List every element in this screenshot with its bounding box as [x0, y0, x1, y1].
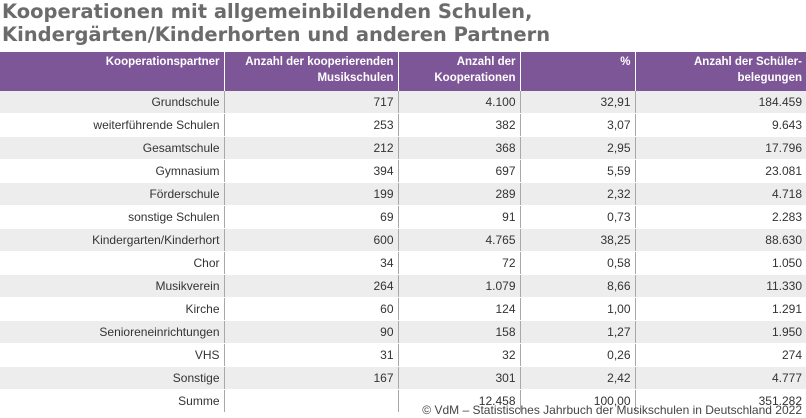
cell-partner: Grundschule	[0, 91, 224, 114]
table-row: Kindergarten/Kinderhort 600 4.765 38,25 …	[0, 228, 806, 252]
table-row: Grundschule 717 4.100 32,91 184.459	[0, 91, 806, 114]
column-header-cooperations: Anzahl der Kooperationen	[397, 52, 520, 91]
cell-cooperations: 368	[397, 136, 520, 160]
cell-music-schools: 199	[223, 182, 398, 206]
cell-cooperations: 72	[397, 251, 520, 275]
cell-cooperations: 12.458	[397, 389, 520, 412]
source-credit: © VdM – Statistisches Jahrbuch der Musik…	[422, 403, 802, 417]
cell-partner: Musikverein	[0, 274, 224, 298]
cell-partner: Gesamtschule	[0, 136, 224, 160]
column-header-percent: %	[519, 52, 635, 91]
cell-music-schools: 264	[223, 274, 398, 298]
cooperation-table: Kooperationspartner Anzahl der kooperier…	[0, 52, 806, 412]
cell-percent: 1,00	[519, 297, 635, 321]
cell-percent: 5,59	[519, 159, 635, 183]
cell-partner: Summe	[0, 389, 224, 412]
cell-partner: Sonstige	[0, 366, 224, 390]
cell-partner: Chor	[0, 251, 224, 275]
title-line-1: Kooperationen mit allgemeinbildenden Sch…	[2, 0, 533, 23]
cell-student-enrollments: 88.630	[634, 228, 806, 252]
table-row: Chor 34 72 0,58 1.050	[0, 251, 806, 275]
cell-student-enrollments: 4.777	[634, 366, 806, 390]
cell-student-enrollments: 274	[634, 343, 806, 367]
cell-music-schools: 394	[223, 159, 398, 183]
table-row: Musikverein 264 1.079 8,66 11.330	[0, 274, 806, 298]
cell-partner: weiterführende Schulen	[0, 113, 224, 137]
table-row: Gesamtschule 212 368 2,95 17.796	[0, 136, 806, 160]
column-header-student-enrollments: Anzahl der Schüler­belegungen	[634, 52, 806, 91]
cell-music-schools: 253	[223, 113, 398, 137]
cell-percent: 0,73	[519, 205, 635, 229]
cell-cooperations: 697	[397, 159, 520, 183]
table-header: Kooperationspartner Anzahl der kooperier…	[0, 52, 806, 91]
cell-cooperations: 158	[397, 320, 520, 344]
cell-percent: 2,42	[519, 366, 635, 390]
cell-music-schools	[223, 389, 398, 412]
page-title: Kooperationen mit allgemeinbildenden Sch…	[2, 0, 550, 46]
cell-cooperations: 382	[397, 113, 520, 137]
cell-student-enrollments: 1.050	[634, 251, 806, 275]
cell-music-schools: 717	[223, 91, 398, 114]
title-line-2: Kindergärten/Kinderhorten und anderen Pa…	[2, 23, 551, 46]
cell-student-enrollments: 184.459	[634, 91, 806, 114]
cell-cooperations: 289	[397, 182, 520, 206]
column-header-music-schools: Anzahl der kooperierenden Musikschulen	[223, 52, 398, 91]
cell-student-enrollments: 1.291	[634, 297, 806, 321]
table-body: Grundschule 717 4.100 32,91 184.459 weit…	[0, 91, 806, 412]
cell-cooperations: 4.100	[397, 91, 520, 114]
cell-student-enrollments: 23.081	[634, 159, 806, 183]
cell-partner: Gymnasium	[0, 159, 224, 183]
cell-student-enrollments: 351.282	[634, 389, 806, 412]
cell-cooperations: 32	[397, 343, 520, 367]
cell-student-enrollments: 9.643	[634, 113, 806, 137]
cell-cooperations: 1.079	[397, 274, 520, 298]
table-row: Gymnasium 394 697 5,59 23.081	[0, 159, 806, 183]
table-row: Senioreneinrichtungen 90 158 1,27 1.950	[0, 320, 806, 344]
cell-percent: 0,26	[519, 343, 635, 367]
cell-cooperations: 4.765	[397, 228, 520, 252]
table-row-total: Summe 12.458 100,00 351.282	[0, 389, 806, 412]
cell-percent: 3,07	[519, 113, 635, 137]
cell-student-enrollments: 2.283	[634, 205, 806, 229]
cell-music-schools: 90	[223, 320, 398, 344]
table-row: Förderschule 199 289 2,32 4.718	[0, 182, 806, 206]
cell-percent: 8,66	[519, 274, 635, 298]
cell-music-schools: 34	[223, 251, 398, 275]
header-row: Kooperationspartner Anzahl der kooperier…	[0, 52, 806, 91]
cell-partner: Förderschule	[0, 182, 224, 206]
cell-percent: 2,95	[519, 136, 635, 160]
cell-music-schools: 167	[223, 366, 398, 390]
cell-cooperations: 124	[397, 297, 520, 321]
cell-student-enrollments: 4.718	[634, 182, 806, 206]
cell-student-enrollments: 17.796	[634, 136, 806, 160]
cell-music-schools: 69	[223, 205, 398, 229]
cell-partner: VHS	[0, 343, 224, 367]
table-row: Kirche 60 124 1,00 1.291	[0, 297, 806, 321]
cell-student-enrollments: 11.330	[634, 274, 806, 298]
table-row: sonstige Schulen 69 91 0,73 2.283	[0, 205, 806, 229]
cell-percent: 38,25	[519, 228, 635, 252]
cell-music-schools: 600	[223, 228, 398, 252]
cell-cooperations: 91	[397, 205, 520, 229]
cell-music-schools: 60	[223, 297, 398, 321]
table-row: VHS 31 32 0,26 274	[0, 343, 806, 367]
table-row: weiterführende Schulen 253 382 3,07 9.64…	[0, 113, 806, 137]
cell-partner: Kindergarten/Kinderhort	[0, 228, 224, 252]
cell-music-schools: 31	[223, 343, 398, 367]
cell-cooperations: 301	[397, 366, 520, 390]
column-header-partner: Kooperationspartner	[0, 52, 224, 91]
cell-partner: Senioreneinrichtungen	[0, 320, 224, 344]
cell-percent: 0,58	[519, 251, 635, 275]
cell-partner: sonstige Schulen	[0, 205, 224, 229]
table-row: Sonstige 167 301 2,42 4.777	[0, 366, 806, 390]
cell-percent: 2,32	[519, 182, 635, 206]
cell-percent: 1,27	[519, 320, 635, 344]
cell-music-schools: 212	[223, 136, 398, 160]
cell-percent: 100,00	[519, 389, 635, 412]
cell-partner: Kirche	[0, 297, 224, 321]
cell-student-enrollments: 1.950	[634, 320, 806, 344]
cell-percent: 32,91	[519, 91, 635, 114]
